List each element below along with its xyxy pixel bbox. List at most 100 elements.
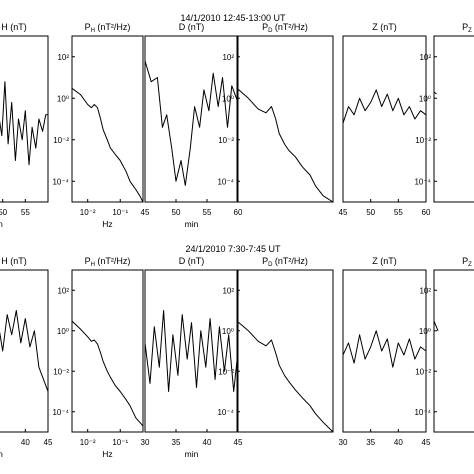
x-tick-label: 55 <box>21 208 30 217</box>
plot-frame <box>342 35 427 203</box>
y-tick-label: 10⁻⁴ <box>217 408 234 417</box>
panel-r0-c0: H (nT) 50 55 min <box>0 22 49 229</box>
row-title-1: 14/1/2010 12:45-13:00 UT <box>180 13 286 23</box>
x-axis-label: min <box>185 219 199 229</box>
x-tick-label: 40 <box>21 438 30 447</box>
panel-title: D (nT) <box>179 22 205 32</box>
series-line-1 <box>433 91 437 95</box>
y-tick-label: 10⁻⁴ <box>414 408 431 417</box>
y-tick-label: 10⁰ <box>57 327 69 336</box>
x-tick-label: 60 <box>234 208 243 217</box>
series-line-1 <box>0 310 49 392</box>
y-tick-label: 10² <box>57 286 69 295</box>
y-tick-label: 10⁰ <box>419 94 431 103</box>
panel-r1-c0: H (nT) 40 45 min <box>0 256 53 459</box>
x-tick-label: 30 <box>141 438 150 447</box>
series-line-1 <box>342 330 427 368</box>
panel-title: H (nT) <box>1 256 27 266</box>
x-tick-label: 50 <box>366 208 375 217</box>
series-line-1 <box>144 60 239 186</box>
y-tick-label: 10² <box>222 286 234 295</box>
panel-r0-c1: PH (nT²/Hz) 10⁻² 10⁻¹ 10² 10⁰ 10⁻² 10⁻⁴ Hz <box>52 22 144 229</box>
x-tick-label: 45 <box>44 438 53 447</box>
x-axis-label: min <box>185 449 199 459</box>
y-tick-label: 10⁰ <box>57 94 69 103</box>
series-line-1 <box>433 320 439 332</box>
y-tick-label: 10⁻² <box>218 136 234 145</box>
panel-r0-c4: Z (nT) 45 50 55 60 <box>339 22 431 217</box>
panel-title: PD (nT²/Hz) <box>262 256 308 268</box>
x-tick-label: 40 <box>394 438 403 447</box>
panel-r1-c4: Z (nT) 30 35 40 45 <box>339 256 431 447</box>
series-line-1 <box>71 320 144 427</box>
plot-frame <box>433 269 474 433</box>
panel-r0-c3: PD (nT²/Hz) 10² 10⁰ 10⁻² 10⁻⁴ <box>217 22 334 203</box>
plot-frame <box>0 269 49 433</box>
y-tick-label: 10⁻² <box>53 367 69 376</box>
panel-title: PD (nT²/Hz) <box>262 22 308 34</box>
x-tick-label: 10⁻¹ <box>112 208 128 217</box>
y-tick-label: 10² <box>222 53 234 62</box>
x-tick-label: 35 <box>366 438 375 447</box>
y-tick-label: 10⁰ <box>222 94 234 103</box>
y-tick-label: 10² <box>419 286 431 295</box>
x-tick-label: 10⁻² <box>80 438 96 447</box>
x-tick-label: 55 <box>203 208 212 217</box>
row-title-2: 24/1/2010 7:30-7:45 UT <box>185 244 281 254</box>
y-tick-label: 10⁻² <box>415 367 431 376</box>
panel-r0-c2: D (nT) 45 50 55 60 min <box>141 22 243 229</box>
plot-frame <box>71 269 144 433</box>
panel-title: PH (nT²/Hz) <box>85 22 131 34</box>
panel-title: H (nT) <box>1 22 27 32</box>
panel-title: PZ <box>462 256 472 268</box>
plot-frame <box>71 35 144 203</box>
y-tick-label: 10⁻² <box>415 136 431 145</box>
panels: H (nT) 50 55 min PH (nT²/Hz) 10⁻² 10⁻¹ 10² 10⁰ 10… <box>0 22 474 459</box>
plot-frame <box>236 269 334 433</box>
x-tick-label: 10⁻² <box>80 208 96 217</box>
y-tick-label: 10² <box>57 53 69 62</box>
panel-r1-c5: PZ 10² 10⁰ 10⁻² 10⁻⁴ <box>414 256 474 433</box>
y-tick-label: 10⁻⁴ <box>52 177 69 186</box>
x-tick-label: 50 <box>0 208 8 217</box>
plot-frame <box>144 35 239 203</box>
panel-title: D (nT) <box>179 256 205 266</box>
series-line-1 <box>236 320 334 433</box>
y-tick-label: 10⁻⁴ <box>414 177 431 186</box>
x-tick-label: 35 <box>172 438 181 447</box>
panel-r1-c1: PH (nT²/Hz) 10⁻² 10⁻¹ 10² 10⁰ 10⁻² 10⁻⁴ Hz <box>52 256 144 459</box>
panel-r1-c3: PD (nT²/Hz) 10² 10⁰ 10⁻² 10⁻⁴ <box>217 256 334 433</box>
x-tick-label: 40 <box>203 438 212 447</box>
x-tick-label: 30 <box>339 438 348 447</box>
x-tick-label: 45 <box>422 438 431 447</box>
panel-title: Z (nT) <box>372 256 397 266</box>
x-tick-label: 45 <box>141 208 150 217</box>
x-tick-label: 45 <box>339 208 348 217</box>
x-tick-label: 60 <box>422 208 431 217</box>
plot-frame <box>236 35 334 203</box>
x-axis-label: Hz <box>102 449 112 459</box>
y-tick-label: 10² <box>419 53 431 62</box>
y-tick-label: 10⁻⁴ <box>52 408 69 417</box>
x-axis-label: min <box>0 449 3 459</box>
plot-frame <box>0 35 49 203</box>
panel-r0-c5: PZ 10² 10⁰ 10⁻² 10⁻⁴ <box>414 22 474 203</box>
x-axis-label: Hz <box>102 219 112 229</box>
series-line-1 <box>342 89 427 124</box>
series-line-1 <box>71 87 144 203</box>
series-line-1 <box>236 87 334 203</box>
x-tick-label: 10⁻¹ <box>112 438 128 447</box>
series-line-1 <box>144 310 239 392</box>
plot-frame <box>433 35 474 203</box>
y-tick-label: 10⁻² <box>218 367 234 376</box>
y-tick-label: 10⁰ <box>222 327 234 336</box>
panel-title: PZ <box>462 22 472 34</box>
panel-r1-c2: D (nT) 30 35 40 45 min <box>141 256 243 459</box>
x-axis-label: min <box>0 219 3 229</box>
y-tick-label: 10⁻² <box>53 136 69 145</box>
y-tick-label: 10⁰ <box>419 327 431 336</box>
panel-title: PH (nT²/Hz) <box>85 256 131 268</box>
x-tick-label: 50 <box>172 208 181 217</box>
panel-title: Z (nT) <box>372 22 397 32</box>
